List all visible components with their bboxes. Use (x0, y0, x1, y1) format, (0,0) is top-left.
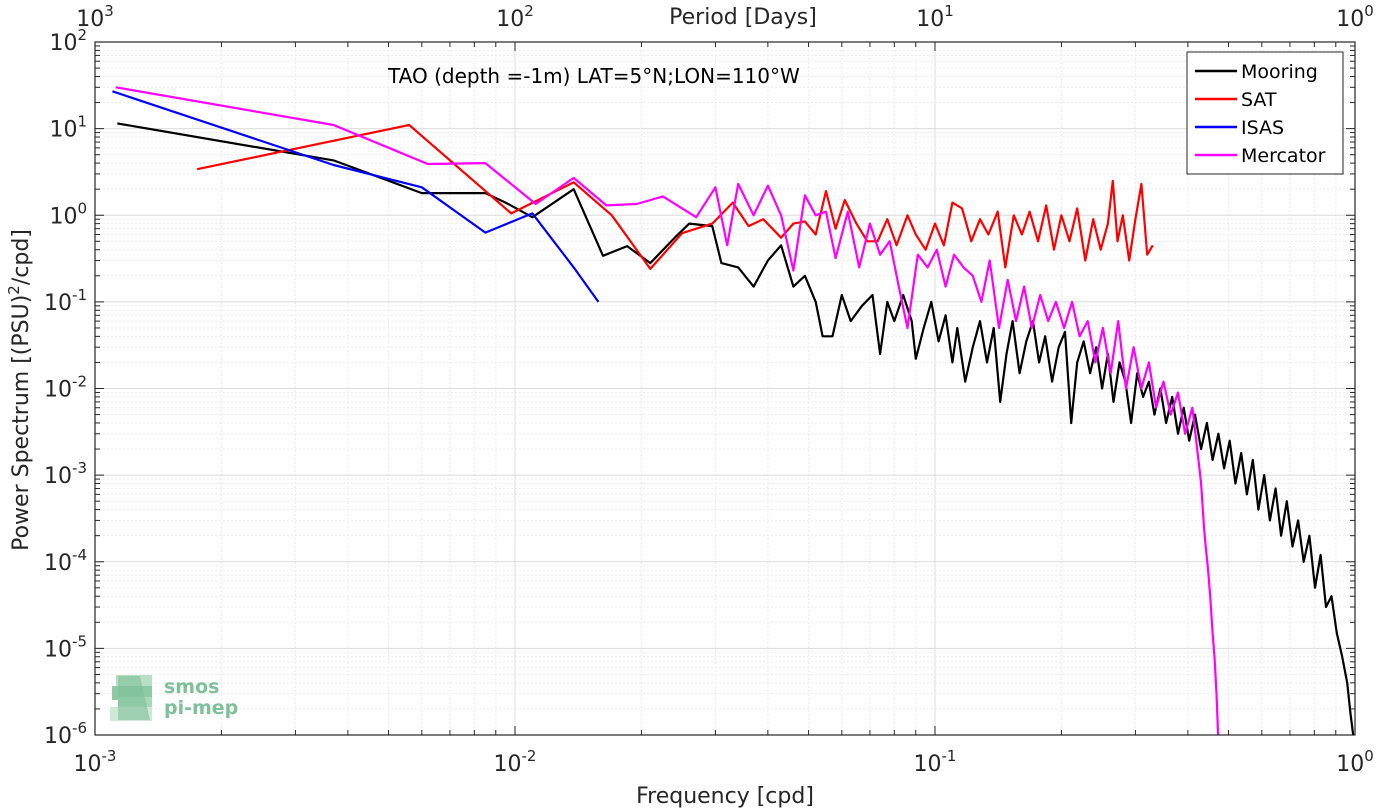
legend-label-mooring: Mooring (1241, 61, 1318, 83)
x-tick-label: 10-2 (494, 747, 537, 777)
y-tick-label-base: 10 (44, 637, 72, 662)
y-tick-label: 10-2 (44, 373, 87, 403)
y-tick-label-base: 10 (44, 551, 72, 576)
top-tick-label-exp: 0 (1364, 2, 1374, 20)
chart-annotation: TAO (depth =-1m) LAT=5°N;LON=110°W (387, 64, 800, 88)
y-tick-label: 10-5 (44, 632, 87, 662)
y-tick-label: 10-1 (44, 286, 87, 316)
top-tick-label-exp: 1 (944, 2, 954, 20)
y-tick-label-exp: 0 (77, 199, 87, 217)
top-tick-label: 103 (76, 2, 114, 32)
y-tick-label-base: 10 (44, 464, 72, 489)
y-tick-label: 10-6 (44, 719, 87, 749)
y-tick-label-base: 10 (49, 204, 77, 229)
y-tick-label-base: 10 (44, 378, 72, 403)
top-tick-label-base: 10 (76, 7, 104, 32)
top-tick-label-base: 10 (496, 7, 524, 32)
legend: Mooring SAT ISAS Mercator (1186, 51, 1344, 175)
top-tick-label-base: 10 (916, 7, 944, 32)
x-tick-label-base: 10 (914, 752, 942, 777)
top-tick-label-base: 10 (1336, 7, 1364, 32)
top-tick-label: 100 (1336, 2, 1374, 32)
legend-label-mercator: Mercator (1241, 145, 1326, 167)
legend-box (1186, 51, 1344, 175)
tick-group (94, 42, 1355, 736)
x-tick-label-base: 10 (1336, 752, 1364, 777)
x-tick-label-base: 10 (494, 752, 522, 777)
x-axis-title: Frequency [cpd] (636, 784, 814, 809)
logo-line2: pi-mep (164, 697, 238, 719)
top-tick-label-exp: 3 (104, 2, 114, 20)
y-tick-label-exp: -2 (72, 373, 87, 391)
series-line-sat (196, 123, 1154, 270)
y-tick-label-exp: -3 (72, 459, 87, 477)
y-tick-label-exp: 2 (77, 26, 87, 44)
y-tick-label-exp: -1 (72, 286, 87, 304)
series-group (112, 86, 1355, 736)
legend-label-sat: SAT (1241, 89, 1277, 111)
y-tick-label-exp: -6 (72, 719, 87, 737)
y-axis-title-sup: 2 (5, 285, 23, 295)
top-axis-title: Period [Days] (669, 5, 817, 30)
x-tick-label-exp: -2 (522, 747, 537, 765)
y-tick-label-exp: 1 (77, 113, 87, 131)
y-tick-label-base: 10 (44, 291, 72, 316)
series-line-isas (112, 90, 600, 303)
x-tick-label-exp: -1 (942, 747, 957, 765)
y-tick-label: 10-4 (44, 546, 87, 576)
x-tick-label: 10-3 (74, 747, 117, 777)
logo-mark-icon (110, 675, 152, 721)
top-tick-label: 102 (496, 2, 534, 32)
x-tick-label: 100 (1336, 747, 1374, 777)
y-axis-title-main: Power Spectrum [(PSU) (9, 295, 34, 551)
y-tick-label-base: 10 (44, 724, 72, 749)
y-tick-label-base: 10 (49, 31, 77, 56)
y-axis-title-tail: /cpd] (9, 229, 34, 285)
logo-line1: smos (164, 676, 219, 698)
y-tick-label: 101 (49, 113, 87, 143)
y-tick-label-exp: -4 (72, 546, 87, 564)
series-line-mercator (115, 86, 1220, 736)
y-axis-title: Power Spectrum [(PSU)2/cpd] (5, 229, 34, 551)
y-tick-label: 100 (49, 199, 87, 229)
y-tick-label-base: 10 (49, 118, 77, 143)
y-tick-label-exp: -5 (72, 632, 87, 650)
x-tick-label-exp: -3 (102, 747, 117, 765)
top-tick-label: 101 (916, 2, 954, 32)
y-tick-label: 10-3 (44, 459, 87, 489)
smos-pimep-logo: smos pi-mep (110, 675, 238, 721)
y-tick-label: 102 (49, 26, 87, 56)
x-tick-label-base: 10 (74, 752, 102, 777)
top-tick-label-exp: 2 (524, 2, 534, 20)
x-tick-label: 10-1 (914, 747, 957, 777)
series-line-mooring (117, 122, 1355, 736)
x-tick-label-exp: 0 (1364, 747, 1374, 765)
legend-label-isas: ISAS (1241, 117, 1284, 139)
